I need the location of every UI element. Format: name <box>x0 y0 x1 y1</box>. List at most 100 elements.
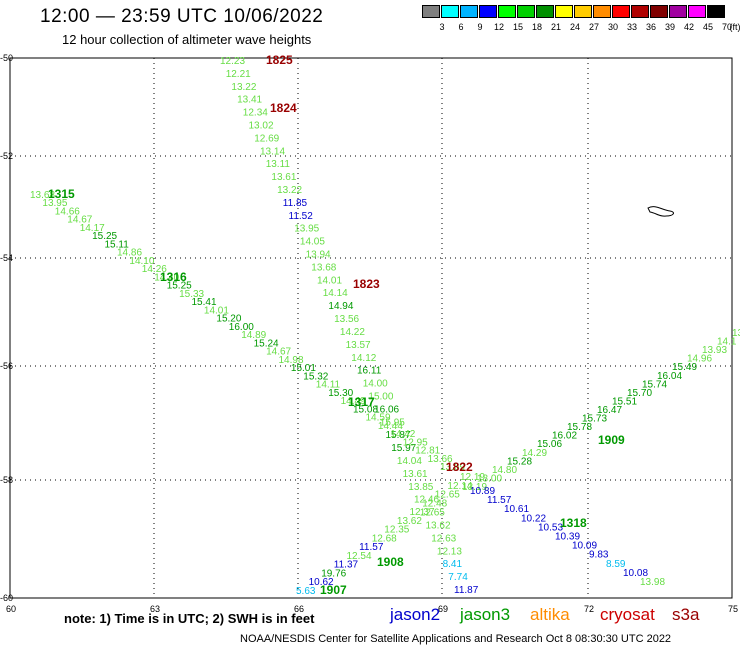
swh-reading: 13.68 <box>311 262 336 273</box>
swh-reading: 16.06 <box>374 404 399 415</box>
swh-reading: 10.22 <box>521 513 546 524</box>
swh-reading: 15.70 <box>627 388 652 399</box>
swh-reading: 15.06 <box>537 439 562 450</box>
y-tick-label: -54 <box>0 253 13 263</box>
swh-reading: 14.96 <box>687 354 712 365</box>
swh-reading: 12.14 <box>447 481 472 492</box>
legend-level-label: 3 <box>439 22 445 32</box>
swh-reading: 13.95 <box>42 198 67 209</box>
swh-reading: 11.52 <box>289 211 314 222</box>
swh-reading: 13.66 <box>428 454 453 465</box>
swh-reading: 14.05 <box>300 237 325 248</box>
swh-reading: 13.57 <box>346 340 371 351</box>
swh-reading: 13.85 <box>408 482 433 493</box>
swh-reading: 12.35 <box>384 525 409 536</box>
swh-reading: 15.30 <box>328 388 353 399</box>
legend-swatch <box>536 5 554 18</box>
pass-label: 1822 <box>446 460 473 474</box>
mission-altika: altika <box>530 605 570 624</box>
swh-reading: 14.44 <box>378 421 403 432</box>
legend-swatch <box>555 5 573 18</box>
legend-swatch <box>593 5 611 18</box>
swh-reading: 14.17 <box>80 223 105 234</box>
pass-label: 1315 <box>48 187 75 201</box>
legend-level-label: 6 <box>458 22 464 32</box>
y-tick-label: -58 <box>0 475 13 485</box>
swh-reading: 10.62 <box>309 577 334 588</box>
swh-reading: 15.97 <box>391 443 416 454</box>
swh-reading: 13.56 <box>334 314 359 325</box>
swh-reading: 14.01 <box>317 275 342 286</box>
legend-swatch <box>498 5 516 18</box>
legend-swatch <box>688 5 706 18</box>
swh-reading: 9.83 <box>589 550 609 561</box>
swh-reading: 12.54 <box>347 551 372 562</box>
swh-reading: 14.86 <box>117 248 142 259</box>
swh-reading: 12.63 <box>431 533 456 544</box>
swh-reading: 5.63 <box>296 586 316 597</box>
swh-reading: 13.93 <box>702 345 727 356</box>
legend-unit: (ft) <box>729 22 740 32</box>
swh-reading: 15.01 <box>291 363 316 374</box>
pass-label: 1316 <box>160 270 187 284</box>
swh-reading: 15.08 <box>353 404 378 415</box>
legend-level-label: 21 <box>550 22 561 32</box>
legend-swatch <box>517 5 535 18</box>
legend-swatch <box>479 5 497 18</box>
legend-level-label: 18 <box>531 22 542 32</box>
swh-reading: 15.25 <box>167 281 192 292</box>
swh-reading: 15.49 <box>672 362 697 373</box>
swh-reading: 15.25 <box>92 231 117 242</box>
mission-jason3: jason3 <box>460 605 511 624</box>
swh-reading: 16.04 <box>657 371 682 382</box>
pass-label: 1824 <box>270 101 297 115</box>
swh-reading: 14.1 <box>717 337 737 348</box>
swh-reading: 13.98 <box>640 577 665 588</box>
y-tick-label: -56 <box>0 361 13 371</box>
y-tick-label: -60 <box>0 593 13 603</box>
x-tick-label: 60 <box>6 604 16 614</box>
swh-reading: 15.20 <box>216 314 241 325</box>
swh-reading: 13.41 <box>237 95 262 106</box>
swh-reading: 12.95 <box>403 437 428 448</box>
page-subtitle: 12 hour collection of altimeter wave hei… <box>62 32 312 47</box>
swh-reading: 12.37 <box>410 507 435 518</box>
swh-reading: 15.73 <box>582 414 607 425</box>
swh-reading: 13.00 <box>477 473 502 484</box>
y-tick-label: -52 <box>0 151 13 161</box>
swh-reading: 12.68 <box>372 533 397 544</box>
legend-swatch <box>574 5 592 18</box>
pass-label: 1318 <box>560 516 587 530</box>
swh-reading: 12.65 <box>435 490 460 501</box>
swh-reading: 13 <box>732 328 740 339</box>
swh-reading: 15.41 <box>192 297 217 308</box>
swh-reading: 13.95 <box>294 224 319 235</box>
x-tick-label: 72 <box>584 604 594 614</box>
legend-swatch <box>669 5 687 18</box>
swh-reading: 14.00 <box>363 379 388 390</box>
mission-cryosat: cryosat <box>600 605 655 624</box>
swh-reading: 12.23 <box>220 56 245 67</box>
swh-reading: 16.11 <box>357 366 382 377</box>
legend-level-label: 70 <box>721 22 732 32</box>
swh-reading: 14.42 <box>390 429 415 440</box>
swh-reading: 11.37 <box>334 560 359 571</box>
swh-reading: 15.78 <box>567 422 592 433</box>
pass-label: 1909 <box>598 433 625 447</box>
swh-reading: 12.81 <box>415 446 440 457</box>
swh-reading: 16.00 <box>229 322 254 333</box>
swh-reading: 13.94 <box>306 250 331 261</box>
swh-reading: 11.57 <box>359 542 384 553</box>
swh-reading: 10.08 <box>623 568 648 579</box>
legend-level-label: 24 <box>569 22 580 32</box>
swh-reading: 14.66 <box>55 207 80 218</box>
swh-reading: 15.28 <box>507 456 532 467</box>
swh-reading: 12.65 <box>420 508 445 519</box>
legend-level-label: 39 <box>664 22 675 32</box>
swh-reading: 10.89 <box>470 486 495 497</box>
swh-reading: 15.32 <box>303 371 328 382</box>
legend-swatch <box>441 5 459 18</box>
legend-level-label: 30 <box>607 22 618 32</box>
legend-level-label: 12 <box>493 22 504 32</box>
